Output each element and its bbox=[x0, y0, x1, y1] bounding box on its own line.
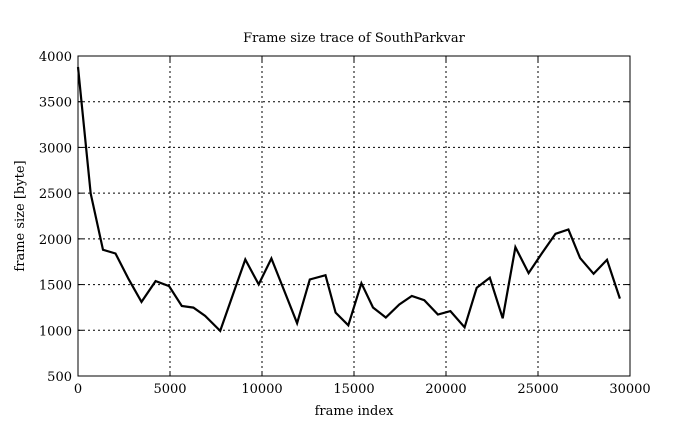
x-tick-label: 20000 bbox=[425, 382, 466, 397]
series-line bbox=[78, 67, 620, 331]
y-tick-label: 1500 bbox=[39, 279, 72, 294]
grid bbox=[78, 56, 630, 376]
x-tick-label: 15000 bbox=[333, 382, 374, 397]
y-axis-label: frame size [byte] bbox=[13, 160, 28, 271]
y-tick-label: 2000 bbox=[39, 233, 72, 248]
chart-title: Frame size trace of SouthParkvar bbox=[243, 31, 466, 46]
y-tick-label: 3500 bbox=[39, 96, 72, 111]
y-tick-label: 4000 bbox=[39, 50, 72, 65]
x-tick-label: 5000 bbox=[153, 382, 186, 397]
x-tick-label: 10000 bbox=[241, 382, 282, 397]
y-tick-label: 1000 bbox=[39, 324, 72, 339]
x-tick-label: 30000 bbox=[609, 382, 650, 397]
y-tick-label: 2500 bbox=[39, 187, 72, 202]
series-layer bbox=[78, 67, 620, 331]
x-axis-label: frame index bbox=[315, 404, 394, 419]
x-tick-label: 0 bbox=[74, 382, 82, 397]
y-tick-label: 500 bbox=[47, 370, 72, 385]
y-tick-label: 3000 bbox=[39, 141, 72, 156]
x-tick-label: 25000 bbox=[517, 382, 558, 397]
